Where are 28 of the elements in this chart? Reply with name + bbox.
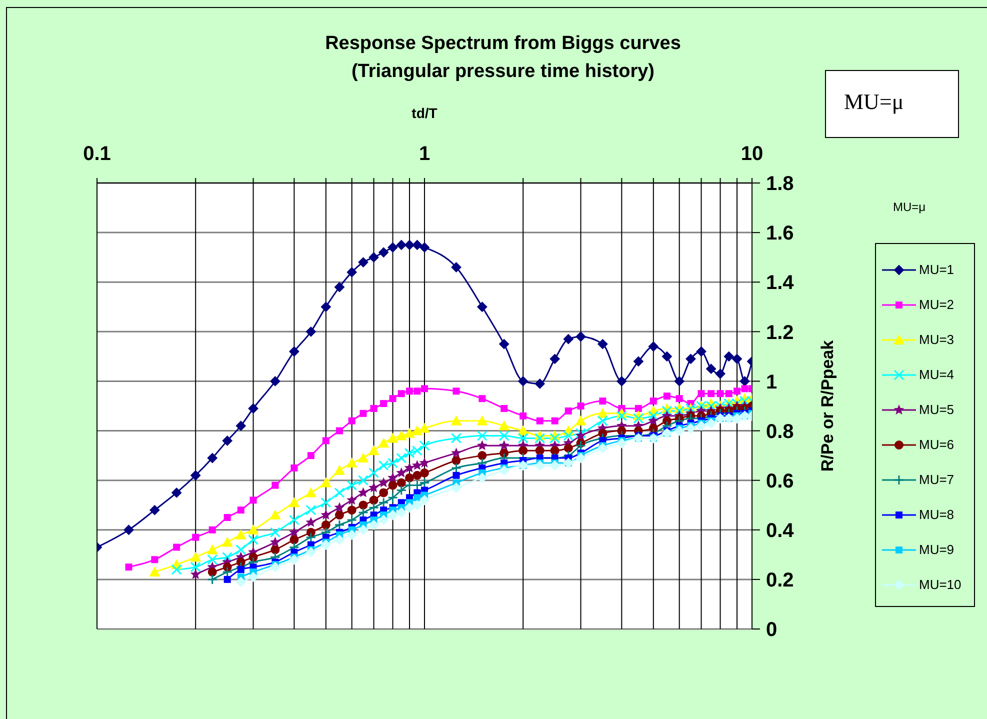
legend-label: MU=9 bbox=[919, 542, 954, 557]
x-tick-label: 1 bbox=[418, 143, 430, 165]
legend-label: MU=1 bbox=[919, 262, 954, 277]
legend-label: MU=7 bbox=[919, 472, 954, 487]
y-tick-label: 1.8 bbox=[766, 173, 794, 196]
y-axis-title: R/Pe or R/Ppeak bbox=[818, 340, 838, 472]
legend-label: MU=5 bbox=[919, 402, 954, 417]
x-tick-label: 10 bbox=[740, 143, 764, 165]
y-tick-label: 0.2 bbox=[766, 570, 794, 592]
y-tick-label: 1 bbox=[766, 371, 778, 394]
text: MU=μ bbox=[825, 70, 959, 138]
legend-label: MU=2 bbox=[919, 297, 954, 312]
y-tick-label: 0.6 bbox=[766, 470, 794, 492]
y-tick-label: 1.2 bbox=[766, 322, 794, 344]
legend-title: MU=μ bbox=[893, 200, 926, 214]
x-tick-label: 0.1 bbox=[83, 143, 111, 165]
y-tick-label: 0.4 bbox=[766, 520, 795, 542]
legend-label: MU=8 bbox=[919, 507, 954, 522]
x-axis-title: td/T bbox=[412, 104, 438, 121]
y-tick-label: 0.8 bbox=[766, 420, 794, 443]
legend-label: MU=4 bbox=[919, 367, 954, 382]
y-tick-label: 0 bbox=[766, 619, 778, 642]
legend-label: MU=10 bbox=[919, 577, 962, 592]
y-tick-label: 1.4 bbox=[766, 272, 795, 294]
legend-label: MU=3 bbox=[919, 332, 954, 347]
chart-title: Response Spectrum from Biggs curves (Triangular pressure time history) bbox=[324, 32, 682, 84]
legend-label: MU=6 bbox=[919, 437, 954, 452]
y-tick-label: 1.6 bbox=[766, 222, 794, 245]
